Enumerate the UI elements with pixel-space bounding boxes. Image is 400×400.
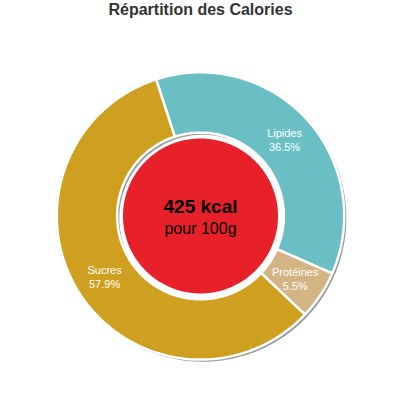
svg-text:pour 100g: pour 100g xyxy=(164,220,236,237)
svg-text:Protéines5.5%: Protéines5.5% xyxy=(272,266,319,292)
svg-text:425 kcal: 425 kcal xyxy=(164,196,238,217)
svg-text:Répartition des Calories: Répartition des Calories xyxy=(108,1,292,18)
svg-text:Sucres57.9%: Sucres57.9% xyxy=(87,264,122,290)
svg-text:Lipides36.5%: Lipides36.5% xyxy=(267,127,302,153)
